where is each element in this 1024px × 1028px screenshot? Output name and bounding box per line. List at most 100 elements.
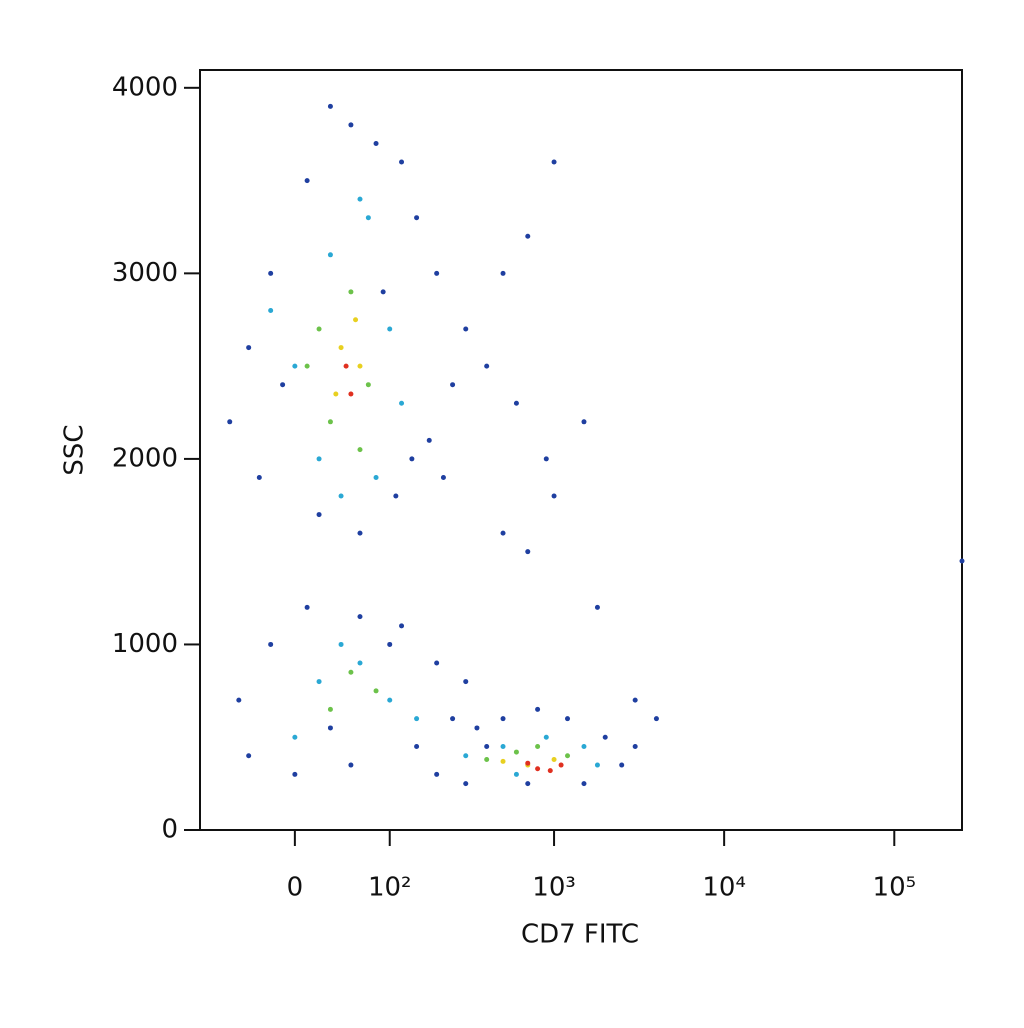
point xyxy=(304,604,310,610)
point xyxy=(343,363,349,369)
point xyxy=(357,363,363,369)
point xyxy=(304,363,310,369)
point xyxy=(327,419,333,425)
x-axis-label: CD7 FITC xyxy=(521,920,639,950)
point xyxy=(594,604,600,610)
point xyxy=(463,753,469,759)
point xyxy=(959,558,965,564)
plot-frame xyxy=(199,69,963,831)
point xyxy=(525,760,531,766)
point xyxy=(500,758,506,764)
point xyxy=(304,178,310,184)
y-tick-label: 4000 xyxy=(112,72,178,102)
point xyxy=(500,530,506,536)
point xyxy=(292,771,298,777)
point xyxy=(535,706,541,712)
point xyxy=(525,233,531,239)
point xyxy=(365,382,371,388)
point xyxy=(535,744,541,750)
x-tick-label: 10⁵ xyxy=(873,873,917,903)
y-axis-label: SSC xyxy=(60,424,90,475)
point xyxy=(565,716,571,722)
point xyxy=(594,762,600,768)
point xyxy=(353,317,359,323)
point xyxy=(387,641,393,647)
point xyxy=(348,289,354,295)
point xyxy=(380,289,386,295)
y-tick-label: 1000 xyxy=(112,629,178,659)
point xyxy=(338,345,344,351)
x-tick-label: 10³ xyxy=(532,873,576,903)
x-tick-label: 10² xyxy=(368,873,412,903)
point xyxy=(387,697,393,703)
point xyxy=(434,771,440,777)
x-tick-label: 10⁴ xyxy=(702,873,746,903)
point xyxy=(551,756,557,762)
point xyxy=(543,734,549,740)
point xyxy=(365,215,371,221)
point xyxy=(440,474,446,480)
point xyxy=(348,391,354,397)
point xyxy=(256,474,262,480)
point xyxy=(316,512,322,518)
point xyxy=(450,716,456,722)
y-tick-label: 2000 xyxy=(112,443,178,473)
point xyxy=(558,762,564,768)
point xyxy=(581,419,587,425)
point xyxy=(434,660,440,666)
point xyxy=(426,437,432,443)
point xyxy=(399,159,405,165)
point xyxy=(268,641,274,647)
point xyxy=(525,549,531,555)
point xyxy=(338,493,344,499)
point xyxy=(484,756,490,762)
point xyxy=(474,725,480,731)
point xyxy=(547,768,553,774)
point xyxy=(246,345,252,351)
point xyxy=(348,762,354,768)
point xyxy=(280,382,286,388)
y-tick-label: 3000 xyxy=(112,258,178,288)
point xyxy=(268,270,274,276)
x-tick-label: 0 xyxy=(287,873,304,903)
point xyxy=(551,493,557,499)
point xyxy=(653,716,659,722)
point xyxy=(632,697,638,703)
point xyxy=(357,614,363,620)
point xyxy=(632,744,638,750)
point xyxy=(434,270,440,276)
point xyxy=(357,196,363,202)
point xyxy=(316,456,322,462)
point xyxy=(414,744,420,750)
point xyxy=(500,716,506,722)
point xyxy=(227,419,233,425)
point xyxy=(357,530,363,536)
point xyxy=(463,326,469,332)
point xyxy=(409,456,415,462)
point xyxy=(619,762,625,768)
point xyxy=(513,771,519,777)
point xyxy=(357,660,363,666)
point xyxy=(450,382,456,388)
point xyxy=(327,103,333,109)
point xyxy=(414,716,420,722)
point xyxy=(551,159,557,165)
point xyxy=(602,734,608,740)
point xyxy=(399,623,405,629)
point xyxy=(316,679,322,685)
point xyxy=(292,363,298,369)
point xyxy=(581,781,587,787)
point xyxy=(373,140,379,146)
point xyxy=(513,400,519,406)
point xyxy=(373,688,379,694)
point xyxy=(393,493,399,499)
point xyxy=(327,725,333,731)
point xyxy=(484,744,490,750)
point xyxy=(333,391,339,397)
point xyxy=(348,669,354,675)
point xyxy=(484,363,490,369)
point xyxy=(236,697,242,703)
point xyxy=(373,474,379,480)
point xyxy=(513,749,519,755)
point xyxy=(525,781,531,787)
